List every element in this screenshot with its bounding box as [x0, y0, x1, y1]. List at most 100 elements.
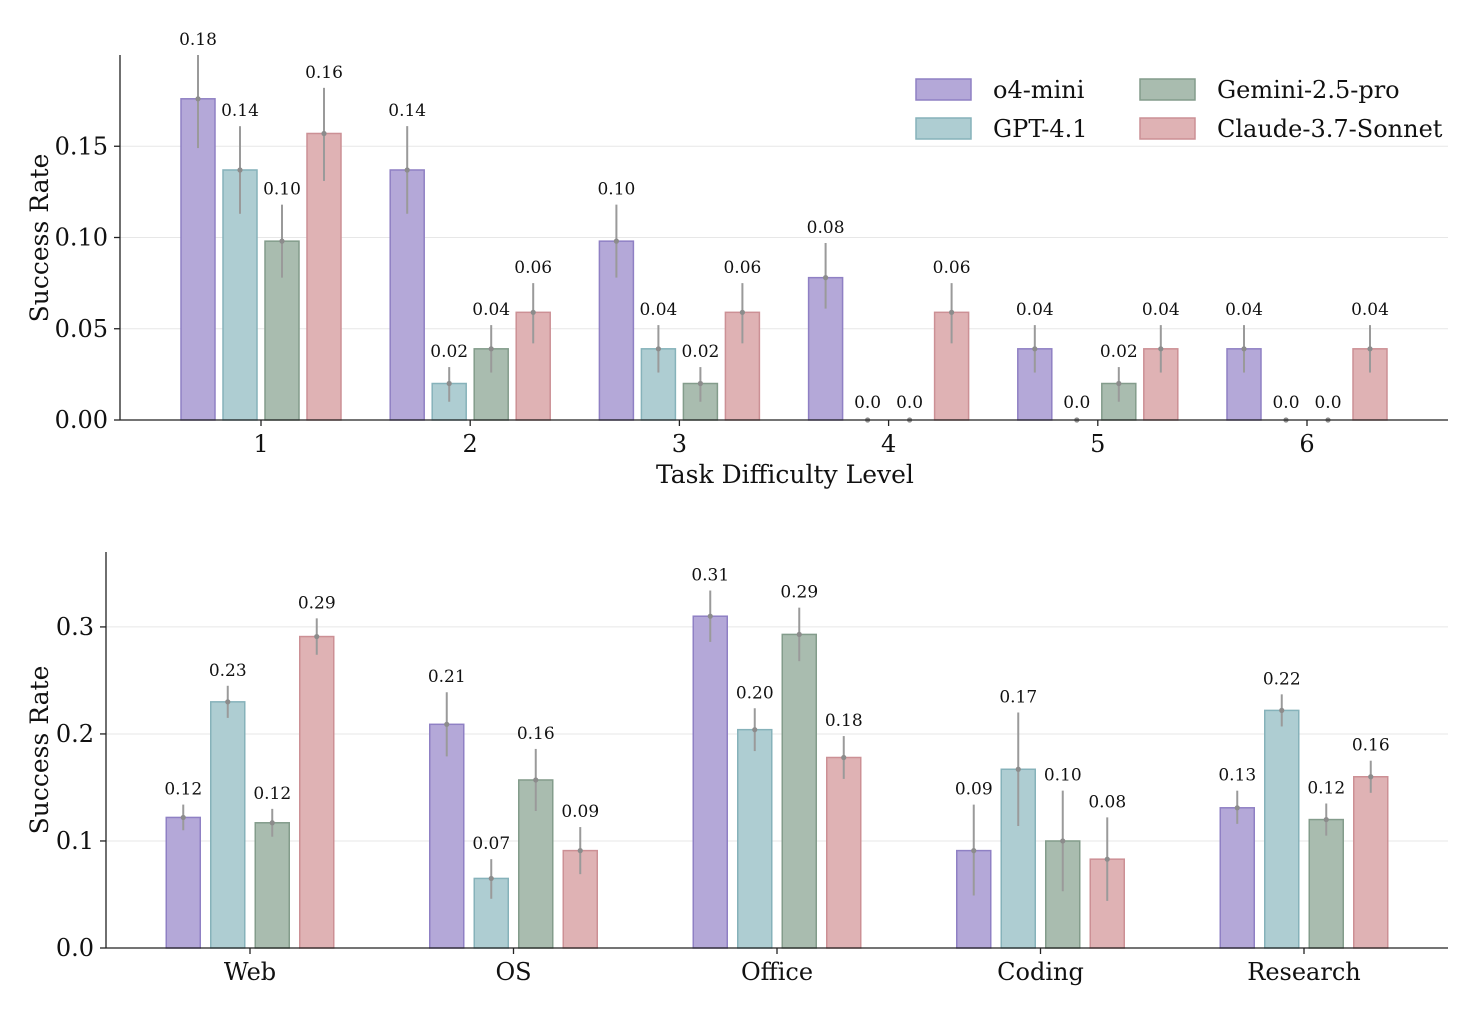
legend: o4-mini GPT-4.1 Gemini-2.5-pro Claude-3.…	[915, 76, 1443, 143]
bar-gemini-2-5-pro-research	[1308, 818, 1344, 949]
mean-marker	[1060, 838, 1066, 844]
mean-marker	[971, 848, 977, 854]
legend-label-o4-mini: o4-mini	[993, 76, 1085, 104]
bar-gpt-4-1-web	[210, 701, 246, 949]
y-tick-label: 0.00	[55, 406, 108, 434]
data-label-claude-3-7-sonnet-5: 0.04	[1142, 300, 1180, 320]
chart-by-difficulty: 0.180.140.100.160.140.020.040.060.100.04…	[25, 30, 1448, 489]
data-label-o4-mini-office: 0.31	[691, 566, 729, 586]
mean-marker	[1368, 774, 1374, 780]
y-tick-label: 0.10	[55, 224, 108, 252]
x-tick-label-office: Office	[741, 958, 813, 986]
bar-o4-mini-office	[692, 615, 728, 949]
data-label-claude-3-7-sonnet-6: 0.04	[1351, 300, 1389, 320]
error-bar-group	[195, 55, 1373, 423]
data-label-claude-3-7-sonnet-web: 0.29	[298, 593, 336, 613]
data-label-gemini-2-5-pro-coding: 0.10	[1044, 766, 1082, 786]
x-tick-label-research: Research	[1247, 958, 1360, 986]
mean-marker	[1367, 346, 1373, 352]
data-label-gpt-4-1-web: 0.23	[209, 661, 247, 681]
mean-marker	[1158, 346, 1164, 352]
bar-gpt-4-1-research	[1264, 709, 1300, 949]
data-label-gpt-4-1-1: 0.14	[221, 101, 259, 121]
mean-marker	[1032, 346, 1038, 352]
bar-o4-mini-web	[165, 816, 201, 949]
x-tick-label-web: Web	[224, 958, 276, 986]
data-label-o4-mini-5: 0.04	[1016, 300, 1054, 320]
legend-swatch-gemini-2-5-pro	[1139, 78, 1196, 101]
x-tick-label-6: 6	[1299, 430, 1314, 458]
x-tick-label-1: 1	[253, 430, 268, 458]
data-label-gemini-2-5-pro-6: 0.0	[1314, 393, 1341, 413]
data-label-gpt-4-1-4: 0.0	[854, 393, 881, 413]
x-tick-label-coding: Coding	[997, 958, 1084, 986]
data-label-claude-3-7-sonnet-os: 0.09	[561, 802, 599, 822]
mean-marker	[530, 309, 536, 315]
mean-marker	[404, 167, 410, 173]
mean-marker	[949, 309, 955, 315]
data-label-claude-3-7-sonnet-1: 0.16	[305, 63, 343, 83]
bar-o4-mini-os	[429, 723, 465, 949]
data-label-gemini-2-5-pro-office: 0.29	[780, 583, 818, 603]
y-axis-title: Success Rate	[25, 154, 54, 323]
chart-by-category: 0.120.230.120.290.210.070.160.090.310.20…	[25, 552, 1448, 986]
data-label-claude-3-7-sonnet-4: 0.06	[933, 258, 971, 278]
data-label-o4-mini-os: 0.21	[428, 667, 466, 687]
data-label-claude-3-7-sonnet-office: 0.18	[825, 711, 863, 731]
data-label-o4-mini-6: 0.04	[1225, 300, 1263, 320]
bar-claude-3-7-sonnet-office	[826, 756, 862, 949]
data-label-o4-mini-research: 0.13	[1218, 766, 1256, 786]
legend-swatch-claude-3-7-sonnet	[1139, 117, 1196, 140]
mean-marker	[823, 275, 829, 281]
y-tick-label: 0.2	[56, 720, 94, 748]
legend-label-gemini-2-5-pro: Gemini-2.5-pro	[1217, 76, 1400, 104]
tick-group: 0.00 0.05 0.10 0.15 1 2 3 4 5 6	[55, 132, 1315, 458]
legend-swatch-gpt-4-1	[915, 117, 972, 140]
data-label-gemini-2-5-pro-web: 0.12	[253, 784, 291, 804]
mean-marker	[1241, 346, 1247, 352]
data-label-gemini-2-5-pro-3: 0.02	[681, 342, 719, 362]
data-label-gpt-4-1-5: 0.0	[1063, 393, 1090, 413]
data-label-o4-mini-4: 0.08	[807, 218, 845, 238]
data-label-claude-3-7-sonnet-coding: 0.08	[1088, 792, 1126, 812]
mean-marker	[1116, 380, 1122, 387]
mean-marker	[321, 130, 327, 137]
mean-marker	[841, 754, 847, 761]
mean-marker	[707, 613, 713, 619]
mean-marker	[195, 96, 201, 102]
data-label-o4-mini-1: 0.18	[179, 30, 217, 50]
bar-gemini-2-5-pro-web	[254, 822, 290, 949]
mean-marker	[488, 875, 494, 882]
data-label-o4-mini-web: 0.12	[164, 780, 202, 800]
data-label-gemini-2-5-pro-os: 0.16	[517, 724, 555, 744]
mean-marker	[739, 309, 746, 315]
legend-swatch-o4-mini	[915, 78, 972, 101]
data-label-o4-mini-2: 0.14	[388, 101, 426, 121]
x-tick-label-5: 5	[1090, 430, 1105, 458]
mean-marker	[1234, 805, 1240, 811]
bar-claude-3-7-sonnet-web	[299, 635, 335, 949]
data-label-claude-3-7-sonnet-3: 0.06	[723, 258, 761, 278]
bar-gpt-4-1-office	[737, 728, 773, 949]
mean-marker	[488, 346, 494, 352]
data-label-group: 0.12 0.23 0.12 0.29 0.21 0.07 0.16 0.09 0.31 0.20…	[164, 566, 1389, 855]
mean-marker	[446, 380, 452, 387]
mean-marker	[533, 777, 539, 783]
x-axis-title: Task Difficulty Level	[656, 460, 914, 489]
legend-label-claude-3-7-sonnet: Claude-3.7-Sonnet	[1217, 115, 1443, 143]
bar-group	[165, 615, 1389, 949]
data-label-gpt-4-1-os: 0.07	[472, 834, 510, 854]
bar-o4-mini-1	[180, 98, 216, 421]
mean-marker	[225, 699, 231, 705]
mean-marker	[796, 631, 802, 638]
legend-label-gpt-4-1: GPT-4.1	[993, 115, 1088, 143]
mean-marker	[314, 633, 320, 640]
mean-marker	[697, 380, 704, 387]
bar-group	[180, 98, 1388, 421]
y-tick-label: 0.15	[55, 132, 108, 160]
data-label-gpt-4-1-3: 0.04	[639, 300, 677, 320]
data-label-gemini-2-5-pro-4: 0.0	[896, 393, 923, 413]
mean-marker	[279, 238, 285, 244]
data-label-gpt-4-1-office: 0.20	[736, 683, 774, 703]
